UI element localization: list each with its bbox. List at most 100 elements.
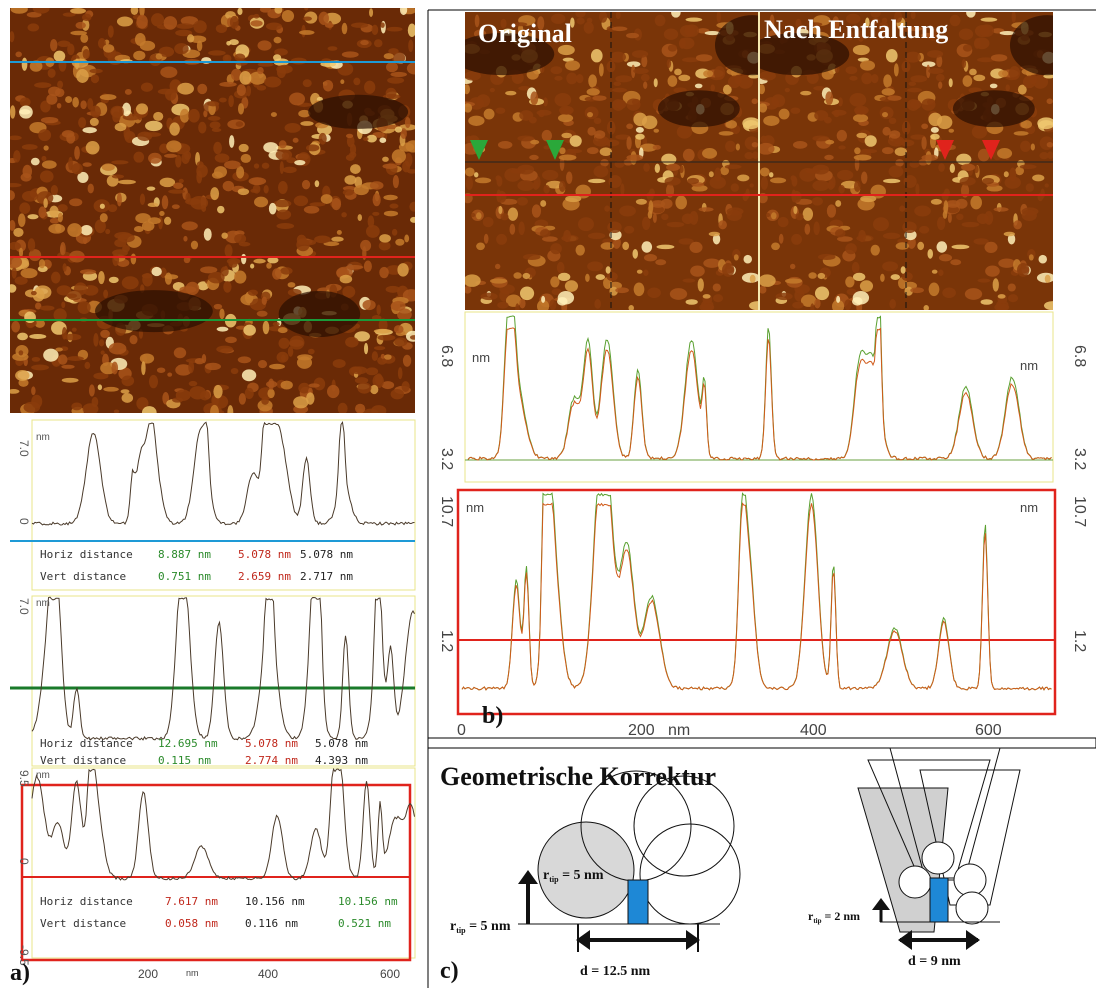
grain — [223, 181, 234, 191]
grain — [1005, 176, 1021, 188]
grain — [280, 267, 292, 275]
grain — [304, 6, 308, 11]
grain — [668, 75, 678, 87]
grain — [274, 6, 282, 14]
x-tick-label: 600 — [380, 967, 400, 981]
measure-value: 7.617 nm — [165, 895, 218, 908]
grain — [10, 105, 15, 118]
grain — [8, 389, 20, 394]
grain — [871, 74, 878, 83]
grain — [592, 95, 606, 101]
grain — [49, 206, 58, 218]
annotation: d = 12.5 nm — [580, 964, 651, 979]
grain — [654, 129, 660, 133]
grain — [165, 274, 179, 279]
grain — [974, 37, 989, 49]
grain — [610, 52, 626, 63]
grain — [384, 53, 394, 59]
grain — [133, 152, 144, 163]
grain — [67, 223, 82, 237]
grain — [297, 354, 312, 360]
grain — [619, 206, 636, 217]
grain — [734, 74, 742, 84]
grain — [642, 217, 650, 230]
axis-label: 3.2 — [1071, 448, 1088, 470]
grain — [641, 74, 650, 81]
grain — [31, 158, 40, 166]
axis-label: 1.2 — [1071, 630, 1088, 652]
grain — [1020, 141, 1031, 152]
grain — [219, 98, 227, 103]
grain — [604, 206, 610, 212]
grain — [734, 254, 739, 260]
measure-label: Horiz distance — [40, 737, 133, 750]
grain — [269, 364, 285, 370]
grain — [360, 40, 369, 45]
annotation: rtip = 2 nm — [808, 909, 860, 925]
axis-label: 7.0 — [17, 440, 31, 457]
grain — [860, 60, 875, 70]
grain — [67, 44, 74, 56]
grain — [998, 70, 1008, 77]
grain — [141, 361, 145, 375]
x-tick-label: 200 — [628, 722, 655, 739]
grain — [1008, 294, 1018, 302]
grain — [338, 403, 348, 415]
grain — [210, 187, 219, 200]
grain — [558, 114, 573, 122]
grain — [513, 272, 521, 279]
grain — [172, 204, 180, 209]
grain — [280, 161, 284, 174]
grain — [262, 163, 270, 169]
grain — [695, 84, 703, 89]
measure-value: 12.695 nm — [158, 737, 218, 750]
grain — [325, 23, 334, 28]
grain — [686, 299, 698, 305]
grain — [159, 211, 164, 216]
grain — [674, 69, 682, 76]
grain — [495, 264, 500, 269]
grain — [501, 213, 509, 220]
axis-label: 3.2 — [438, 448, 455, 470]
grain — [227, 405, 233, 419]
grain — [105, 229, 110, 234]
grain — [195, 358, 205, 364]
value: = 5 nm — [466, 919, 511, 934]
grain — [112, 112, 120, 123]
grain — [83, 49, 91, 59]
grain — [766, 213, 770, 217]
grain — [402, 381, 410, 392]
grain — [38, 206, 46, 218]
grain — [410, 217, 418, 223]
tip-circle — [954, 864, 986, 896]
grain — [824, 117, 832, 124]
grain — [245, 388, 254, 399]
grain — [281, 381, 293, 390]
grain — [230, 16, 239, 29]
grain — [498, 141, 512, 149]
grain — [785, 278, 802, 283]
grain — [654, 78, 658, 87]
grain — [744, 255, 752, 264]
grain — [283, 167, 297, 174]
grain — [115, 123, 127, 131]
arrow-head — [966, 930, 980, 950]
tip-circle — [640, 824, 740, 924]
grain — [725, 141, 736, 152]
grain — [193, 20, 206, 33]
grain — [541, 296, 545, 303]
grain — [340, 79, 344, 84]
grain — [148, 153, 162, 164]
grain — [257, 85, 267, 91]
grain — [186, 282, 200, 295]
grain — [258, 360, 267, 368]
grain — [542, 130, 552, 142]
grain — [977, 213, 989, 223]
grain — [140, 194, 145, 205]
grain — [812, 165, 829, 175]
grain — [1044, 301, 1061, 310]
grain — [709, 232, 720, 237]
highlight-box — [458, 490, 1055, 714]
grain — [208, 50, 226, 55]
grain — [937, 241, 948, 252]
